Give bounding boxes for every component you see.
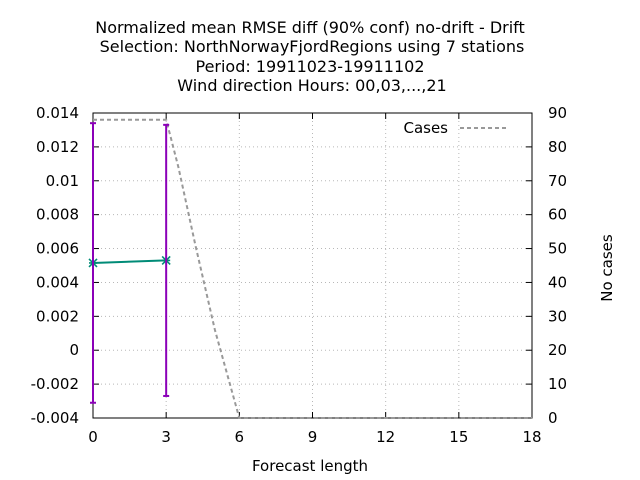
y2-tick-label: 0 bbox=[548, 409, 558, 427]
title-line-4: Wind direction Hours: 00,03,...,21 bbox=[177, 76, 446, 95]
y-tick-label: 0.008 bbox=[36, 206, 79, 224]
y2-tick-label: 50 bbox=[548, 240, 567, 258]
y2-tick-label: 80 bbox=[548, 138, 567, 156]
y2-tick-label: 90 bbox=[548, 104, 567, 122]
grid bbox=[93, 113, 532, 418]
rmse-diff-line bbox=[92, 259, 167, 264]
y-tick-label: 0.01 bbox=[46, 172, 79, 190]
y2-axis-title: No cases bbox=[598, 234, 616, 302]
axes: 0 3 6 9 12 15 18 -0.004 -0.002 0 0.002 0.004 0.006 0.… bbox=[31, 104, 567, 446]
y-tick-label: 0.004 bbox=[36, 273, 79, 291]
y2-tick-label: 40 bbox=[548, 273, 567, 291]
y-tick-label: 0.012 bbox=[36, 138, 79, 156]
x-tick-label: 12 bbox=[376, 428, 395, 446]
x-tick-label: 9 bbox=[308, 428, 318, 446]
y-tick-label: 0.014 bbox=[36, 104, 79, 122]
title-line-3: Period: 19911023-19911102 bbox=[195, 57, 424, 76]
y-tick-label: 0 bbox=[69, 341, 79, 359]
y-tick-label: 0.006 bbox=[36, 240, 79, 258]
x-tick-label: 0 bbox=[88, 428, 98, 446]
title-line-1: Normalized mean RMSE diff (90% conf) no-… bbox=[95, 18, 525, 37]
x-tick-label: 3 bbox=[161, 428, 171, 446]
x-tick-label: 18 bbox=[522, 428, 541, 446]
y-tick-label: -0.002 bbox=[31, 375, 79, 393]
y-tick-label: 0.002 bbox=[36, 307, 79, 325]
x-tick-label: 6 bbox=[235, 428, 245, 446]
x-tick-label: 15 bbox=[449, 428, 468, 446]
error-bar bbox=[163, 123, 170, 397]
legend-label-cases: Cases bbox=[403, 119, 448, 137]
series-layer bbox=[88, 118, 532, 419]
error-bar bbox=[90, 122, 96, 404]
y2-tick-label: 30 bbox=[548, 307, 567, 325]
title-line-2: Selection: NorthNorwayFjordRegions using… bbox=[100, 37, 525, 56]
cases-line bbox=[93, 118, 532, 419]
y2-tick-label: 60 bbox=[548, 206, 567, 224]
y2-tick-label: 10 bbox=[548, 375, 567, 393]
y2-tick-label: 70 bbox=[548, 172, 567, 190]
chart-title: Normalized mean RMSE diff (90% conf) no-… bbox=[95, 18, 525, 95]
legend: Cases bbox=[403, 119, 506, 137]
x-axis-title: Forecast length bbox=[252, 457, 368, 475]
y2-tick-label: 20 bbox=[548, 341, 567, 359]
y-tick-label: -0.004 bbox=[31, 409, 79, 427]
